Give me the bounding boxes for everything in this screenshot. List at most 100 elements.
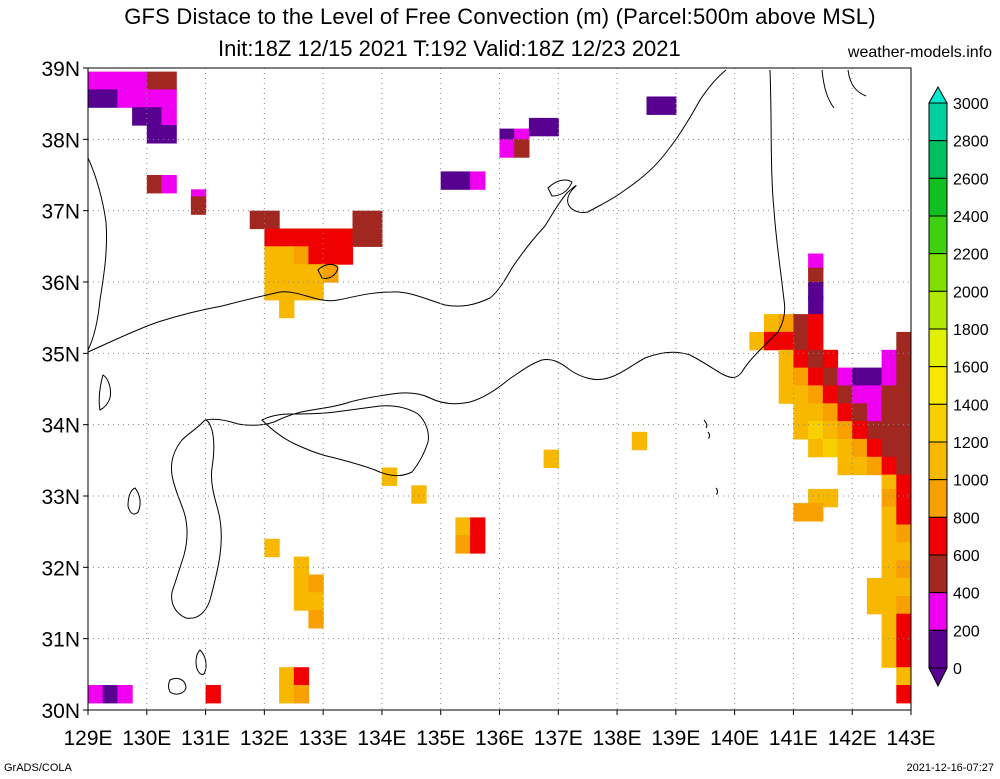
lfc-cell [102, 71, 118, 90]
lon-tick-label: 129E [63, 727, 112, 750]
lfc-cell [749, 331, 765, 351]
lfc-cell [308, 592, 324, 611]
coastline-izu-islands [703, 419, 718, 495]
legend-label: 0 [953, 661, 962, 678]
lfc-cell [117, 71, 133, 90]
lon-tick-label: 139E [651, 727, 700, 750]
lfc-cell [808, 282, 824, 301]
coastline-yakushima [168, 677, 187, 695]
coastline-korea [88, 157, 108, 351]
lfc-cell [161, 107, 177, 126]
legend-swatch [928, 253, 948, 292]
lfc-cell [881, 456, 897, 476]
lon-tick-label: 135E [416, 727, 465, 750]
lat-tick-label: 30N [41, 700, 80, 723]
legend-label: 2400 [953, 209, 989, 226]
lfc-cell [808, 438, 824, 458]
legend-swatch-top [928, 85, 948, 104]
lfc-cell [896, 649, 911, 668]
lfc-cell [822, 367, 839, 386]
lfc-cell [279, 299, 295, 319]
legend-label: 1600 [953, 360, 989, 377]
lfc-cell [543, 117, 559, 137]
lfc-cell [808, 296, 824, 315]
lfc-cell [778, 367, 794, 386]
lfc-cell [190, 196, 207, 215]
lfc-cell [881, 560, 897, 579]
footer-software: GrADS/COLA [4, 762, 72, 774]
lfc-cell [264, 246, 280, 265]
lfc-cell [881, 578, 897, 597]
lfc-cell [896, 349, 911, 369]
legend-label: 200 [953, 623, 980, 640]
chart-subtitle: Init:18Z 12/15 2021 T:192 Valid:18Z 12/2… [218, 36, 681, 61]
lfc-cell [249, 210, 265, 230]
legend-label: 3000 [953, 96, 989, 113]
legend-label: 2000 [953, 284, 989, 301]
coastline-hokkaido [821, 69, 867, 109]
lfc-cell [852, 403, 868, 422]
lat-tick-label: 34N [41, 415, 80, 438]
lfc-field-layer [88, 71, 911, 704]
legend-swatch-bottom [928, 667, 948, 688]
lon-tick-label: 133E [299, 727, 348, 750]
lfc-cell [837, 367, 853, 386]
lon-tick-label: 143E [886, 727, 935, 750]
lfc-cell [146, 175, 163, 194]
lat-tick-label: 36N [41, 272, 80, 295]
lon-tick-label: 132E [240, 727, 289, 750]
lfc-cell [793, 421, 809, 440]
lfc-cell [866, 578, 883, 597]
lfc-cell [161, 89, 177, 108]
lfc-cell [881, 649, 897, 668]
lfc-cell [896, 403, 911, 422]
lfc-cell [367, 210, 383, 230]
legend-swatch [928, 215, 948, 255]
lfc-cell [793, 349, 809, 369]
lfc-cell [896, 367, 911, 386]
lat-tick-label: 37N [41, 201, 80, 224]
lfc-cell [279, 246, 295, 265]
lfc-cell [822, 421, 839, 440]
lfc-cell [264, 210, 280, 230]
lfc-cell [808, 421, 824, 440]
lfc-cell [881, 631, 897, 650]
lfc-cell [778, 385, 794, 404]
lfc-cell [323, 228, 339, 247]
lfc-cell [881, 421, 897, 440]
graticule [88, 68, 911, 710]
lfc-cell [778, 331, 794, 351]
lon-tick-label: 141E [769, 727, 818, 750]
lfc-cell [822, 488, 839, 508]
chart-title: GFS Distace to the Level of Free Convect… [124, 4, 876, 29]
lfc-cell [793, 331, 809, 351]
lfc-cell [896, 560, 911, 579]
lfc-cell [896, 685, 911, 704]
lfc-cell [264, 264, 280, 283]
footer-timestamp: 2021-12-16-07:27 [906, 762, 994, 774]
legend-swatch [928, 479, 948, 518]
coastline-shikoku [261, 405, 429, 477]
legend-swatch [928, 592, 948, 631]
lfc-cell [822, 403, 839, 422]
lfc-cell [896, 456, 911, 476]
lfc-cell [866, 385, 883, 404]
legend-label: 800 [953, 510, 980, 527]
lfc-cell [881, 367, 897, 386]
lfc-cell [308, 610, 324, 629]
lfc-cell [852, 421, 868, 440]
lfc-cell [337, 228, 354, 247]
lfc-cell [896, 506, 911, 526]
lfc-cell [279, 282, 295, 301]
lfc-cell [102, 685, 118, 704]
lfc-cell [308, 246, 324, 265]
coastline-tanegashima [195, 649, 207, 675]
lfc-cell [881, 524, 897, 543]
lfc-cell [896, 438, 911, 458]
coastline-layer [88, 69, 867, 695]
lfc-cell [837, 403, 853, 422]
lfc-cell [808, 367, 824, 386]
legend-label: 1200 [953, 435, 989, 452]
lfc-cell [866, 438, 883, 458]
lfc-cell [646, 96, 662, 115]
